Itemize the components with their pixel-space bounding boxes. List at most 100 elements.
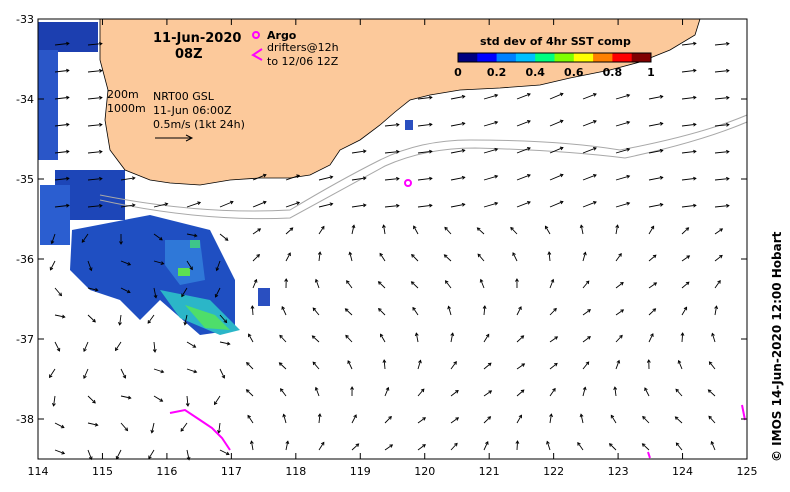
current-arrowhead bbox=[549, 413, 553, 418]
current-arrowhead bbox=[674, 416, 679, 420]
current-arrowhead bbox=[131, 203, 136, 208]
colorbar-segment bbox=[458, 53, 478, 62]
current-arrowhead bbox=[61, 314, 66, 319]
current-arrow bbox=[180, 422, 188, 432]
current-arrowhead bbox=[224, 237, 229, 241]
current-arrow bbox=[417, 150, 432, 154]
current-arrow bbox=[49, 368, 56, 378]
current-arrowhead bbox=[317, 413, 322, 417]
current-arrow bbox=[120, 177, 135, 181]
current-arrow bbox=[384, 387, 389, 397]
current-arrowhead bbox=[396, 122, 400, 127]
current-arrowhead bbox=[81, 239, 86, 243]
current-arrow bbox=[87, 205, 102, 208]
current-arrowhead bbox=[396, 176, 400, 181]
current-arrowhead bbox=[428, 203, 433, 208]
current-arrow bbox=[285, 175, 300, 181]
current-arrowhead bbox=[593, 201, 597, 205]
current-arrow bbox=[582, 174, 597, 181]
current-arrow bbox=[318, 414, 321, 424]
current-arrow bbox=[549, 93, 564, 100]
current-arrowhead bbox=[88, 267, 93, 272]
current-arrowhead bbox=[717, 279, 721, 284]
current-arrow bbox=[83, 341, 89, 352]
current-arrowhead bbox=[119, 241, 123, 245]
current-arrowhead bbox=[214, 401, 218, 406]
current-arrow bbox=[345, 308, 353, 316]
current-arrowhead bbox=[485, 333, 490, 338]
current-arrow bbox=[644, 387, 650, 397]
current-arrowhead bbox=[653, 282, 658, 286]
current-arrowhead bbox=[245, 389, 250, 393]
current-arrowhead bbox=[554, 336, 559, 340]
current-arrowhead bbox=[461, 202, 466, 207]
current-arrow bbox=[186, 395, 189, 406]
current-arrowhead bbox=[685, 281, 690, 286]
scale-arrow bbox=[155, 134, 194, 142]
current-arrow bbox=[153, 368, 164, 373]
y-tick-label: -34 bbox=[16, 93, 34, 106]
current-arrowhead bbox=[692, 122, 697, 127]
current-arrow bbox=[219, 201, 234, 208]
current-arrow bbox=[312, 335, 320, 343]
current-arrow bbox=[214, 395, 221, 405]
current-arrow bbox=[54, 287, 62, 296]
current-arrow bbox=[87, 70, 102, 73]
current-arrowhead bbox=[515, 278, 519, 282]
current-arrow bbox=[252, 279, 257, 289]
current-arrowhead bbox=[692, 149, 697, 154]
current-arrowhead bbox=[65, 122, 70, 127]
current-arrowhead bbox=[94, 422, 99, 427]
current-arrow bbox=[413, 225, 419, 235]
current-arrowhead bbox=[626, 174, 631, 179]
current-arrowhead bbox=[616, 359, 621, 364]
current-arrow bbox=[648, 282, 657, 289]
current-arrowhead bbox=[461, 94, 466, 99]
current-arrowhead bbox=[428, 122, 433, 127]
current-arrowhead bbox=[312, 361, 317, 366]
current-arrowhead bbox=[350, 386, 354, 390]
y-tick-label: -36 bbox=[16, 253, 34, 266]
current-arrow bbox=[483, 416, 491, 424]
current-arrow bbox=[120, 204, 135, 208]
current-arrow bbox=[675, 416, 683, 424]
current-arrowhead bbox=[362, 149, 367, 154]
current-arrow bbox=[219, 233, 229, 241]
current-arrow bbox=[549, 308, 557, 316]
current-arrow bbox=[181, 287, 188, 297]
current-arrow bbox=[120, 422, 128, 431]
current-arrow bbox=[219, 368, 225, 379]
current-arrow bbox=[675, 388, 683, 397]
current-arrowhead bbox=[510, 226, 514, 231]
x-tick-label: 114 bbox=[28, 465, 49, 478]
current-arrow bbox=[351, 443, 359, 451]
current-arrow bbox=[577, 442, 584, 451]
current-arrowhead bbox=[159, 236, 163, 241]
current-arrowhead bbox=[413, 225, 417, 230]
y-tick-label: -35 bbox=[16, 173, 34, 186]
current-arrowhead bbox=[642, 415, 646, 420]
current-arrowhead bbox=[99, 203, 103, 208]
current-arrowhead bbox=[686, 255, 691, 259]
current-arrowhead bbox=[99, 176, 103, 181]
current-arrowhead bbox=[559, 146, 564, 151]
argo-legend-label: Argo bbox=[267, 29, 297, 42]
current-arrow bbox=[708, 389, 716, 397]
current-arrow bbox=[280, 388, 287, 397]
current-arrow bbox=[283, 414, 287, 424]
current-arrowhead bbox=[683, 306, 688, 311]
current-arrowhead bbox=[152, 349, 157, 353]
current-arrow bbox=[248, 333, 254, 343]
current-arrow bbox=[516, 306, 522, 316]
current-arrowhead bbox=[159, 398, 164, 402]
current-arrow bbox=[450, 361, 457, 370]
x-tick-label: 115 bbox=[92, 465, 113, 478]
current-arrow bbox=[186, 201, 201, 208]
current-arrowhead bbox=[250, 305, 255, 309]
current-arrow bbox=[186, 368, 197, 373]
current-arrow bbox=[351, 204, 366, 208]
current-arrowhead bbox=[675, 388, 680, 393]
current-arrow bbox=[610, 415, 617, 424]
current-arrowhead bbox=[587, 336, 591, 340]
current-arrow bbox=[444, 254, 452, 262]
